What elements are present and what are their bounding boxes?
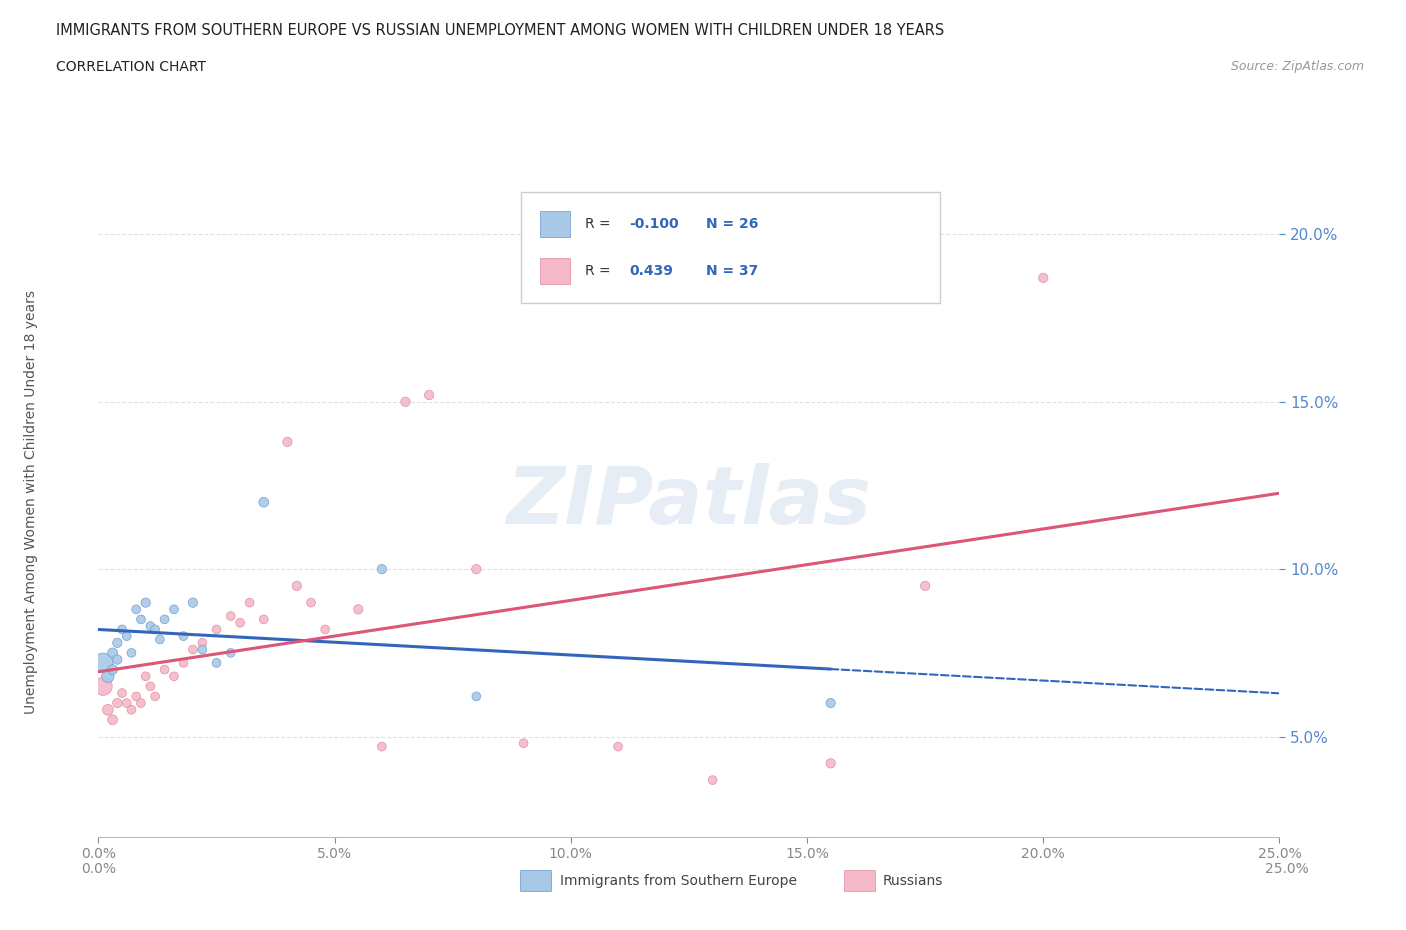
Point bbox=[172, 629, 194, 644]
Point bbox=[253, 612, 276, 627]
Point bbox=[111, 622, 134, 637]
Text: -0.100: -0.100 bbox=[628, 218, 679, 232]
Point bbox=[702, 773, 724, 788]
Point bbox=[299, 595, 322, 610]
Point bbox=[205, 656, 228, 671]
Point bbox=[101, 645, 124, 660]
Point bbox=[239, 595, 262, 610]
Point bbox=[91, 679, 114, 694]
Text: N = 37: N = 37 bbox=[706, 264, 759, 278]
Point bbox=[135, 595, 157, 610]
Point bbox=[149, 632, 172, 647]
Point bbox=[101, 712, 124, 727]
Text: 25.0%: 25.0% bbox=[1264, 862, 1309, 876]
Point bbox=[125, 602, 148, 617]
Text: R =: R = bbox=[585, 218, 616, 232]
Point bbox=[512, 736, 534, 751]
Text: Source: ZipAtlas.com: Source: ZipAtlas.com bbox=[1230, 60, 1364, 73]
Text: Russians: Russians bbox=[883, 873, 943, 888]
Point bbox=[371, 739, 394, 754]
Point bbox=[105, 652, 128, 667]
Point bbox=[219, 645, 242, 660]
Point bbox=[139, 679, 162, 694]
Point bbox=[139, 618, 162, 633]
Text: Unemployment Among Women with Children Under 18 years: Unemployment Among Women with Children U… bbox=[24, 290, 38, 714]
Point bbox=[1032, 271, 1054, 286]
Point bbox=[394, 394, 416, 409]
Point bbox=[253, 495, 276, 510]
Point bbox=[172, 656, 194, 671]
Point bbox=[163, 602, 186, 617]
Text: IMMIGRANTS FROM SOUTHERN EUROPE VS RUSSIAN UNEMPLOYMENT AMONG WOMEN WITH CHILDRE: IMMIGRANTS FROM SOUTHERN EUROPE VS RUSSI… bbox=[56, 23, 945, 38]
Point bbox=[121, 645, 143, 660]
Point bbox=[101, 662, 124, 677]
Point bbox=[105, 696, 128, 711]
Point bbox=[219, 608, 242, 623]
Point bbox=[153, 662, 176, 677]
Text: R =: R = bbox=[585, 264, 616, 278]
Point bbox=[276, 434, 298, 449]
Text: N = 26: N = 26 bbox=[706, 218, 759, 232]
Point bbox=[191, 635, 214, 650]
Point bbox=[820, 756, 842, 771]
Point bbox=[105, 635, 128, 650]
Point bbox=[285, 578, 308, 593]
Point bbox=[97, 702, 120, 717]
Point bbox=[115, 696, 138, 711]
Point bbox=[129, 696, 152, 711]
Point bbox=[607, 739, 630, 754]
Text: CORRELATION CHART: CORRELATION CHART bbox=[56, 60, 207, 74]
Point bbox=[181, 595, 204, 610]
Point bbox=[914, 578, 936, 593]
Point bbox=[181, 642, 204, 657]
Point bbox=[129, 612, 152, 627]
Point bbox=[314, 622, 336, 637]
Point bbox=[347, 602, 370, 617]
Point bbox=[205, 622, 228, 637]
Point bbox=[465, 562, 488, 577]
Point bbox=[465, 689, 488, 704]
Point bbox=[125, 689, 148, 704]
Point bbox=[97, 669, 120, 684]
Point bbox=[91, 656, 114, 671]
Point bbox=[163, 669, 186, 684]
Point bbox=[418, 388, 440, 403]
Point bbox=[135, 669, 157, 684]
Point bbox=[229, 616, 252, 631]
Point bbox=[115, 629, 138, 644]
Text: 0.0%: 0.0% bbox=[82, 862, 115, 876]
Point bbox=[121, 702, 143, 717]
Text: Immigrants from Southern Europe: Immigrants from Southern Europe bbox=[560, 873, 797, 888]
Point bbox=[143, 689, 166, 704]
Point bbox=[191, 642, 214, 657]
Point bbox=[111, 685, 134, 700]
Point bbox=[153, 612, 176, 627]
Point bbox=[820, 696, 842, 711]
Point bbox=[143, 622, 166, 637]
Text: ZIPatlas: ZIPatlas bbox=[506, 463, 872, 541]
Point bbox=[371, 562, 394, 577]
Text: 0.439: 0.439 bbox=[628, 264, 673, 278]
